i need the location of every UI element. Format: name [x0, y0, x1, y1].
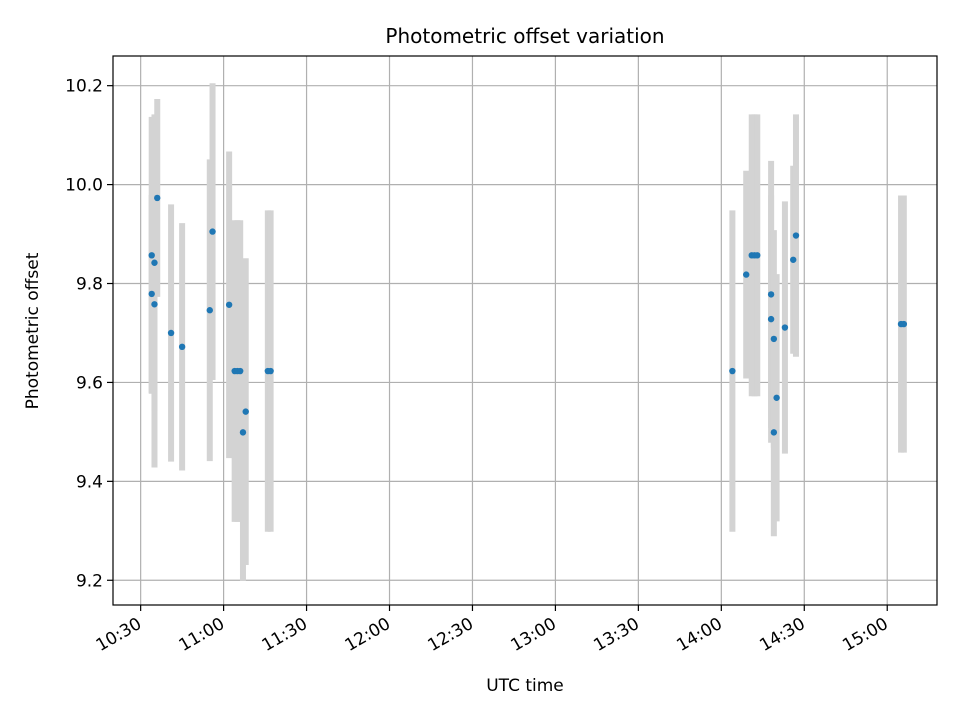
data-point [148, 252, 155, 259]
data-point [770, 335, 778, 343]
data-point [239, 429, 247, 436]
data-point [151, 259, 158, 266]
data-point [178, 343, 186, 351]
plot-frame [112, 55, 938, 606]
data-point [209, 228, 216, 235]
data-point [151, 301, 158, 308]
y-tick-label: 9.4 [76, 472, 103, 492]
data-point [154, 194, 161, 202]
data-point [900, 320, 908, 328]
data-point [206, 307, 213, 314]
grid-lines [113, 56, 937, 605]
y-tick-label: 10.2 [65, 77, 103, 97]
data-point [773, 394, 780, 401]
data-point [267, 367, 274, 375]
data-point [236, 367, 244, 375]
data-point [770, 429, 778, 436]
data-point [754, 252, 761, 259]
data-point [792, 232, 800, 239]
y-tick-label: 10.0 [65, 176, 103, 196]
data-point [148, 290, 155, 298]
y-axis-title: Photometric offset [23, 252, 43, 409]
data-point [743, 271, 750, 278]
data-points [148, 194, 908, 436]
data-point [729, 367, 736, 375]
y-tick-label: 9.8 [76, 275, 103, 295]
chart-title: Photometric offset variation [385, 24, 664, 48]
data-point [767, 315, 775, 323]
data-point [167, 329, 175, 337]
data-point [767, 291, 775, 298]
data-point [781, 324, 789, 331]
data-point [225, 301, 233, 308]
y-tick-label: 9.2 [76, 571, 103, 591]
data-point [242, 408, 249, 415]
y-tick-label: 9.6 [76, 373, 103, 393]
data-point [790, 256, 797, 263]
y-axis-ticks: 9.2 9.4 9.6 9.8 10.0 10.2 [65, 77, 113, 591]
x-axis-title: UTC time [486, 676, 564, 696]
